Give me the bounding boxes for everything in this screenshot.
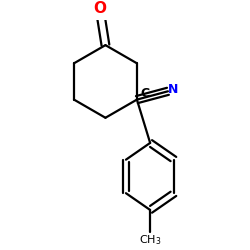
Text: N: N	[168, 82, 178, 96]
Text: CH$_3$: CH$_3$	[139, 234, 162, 247]
Text: C: C	[141, 87, 150, 100]
Text: O: O	[93, 1, 106, 16]
